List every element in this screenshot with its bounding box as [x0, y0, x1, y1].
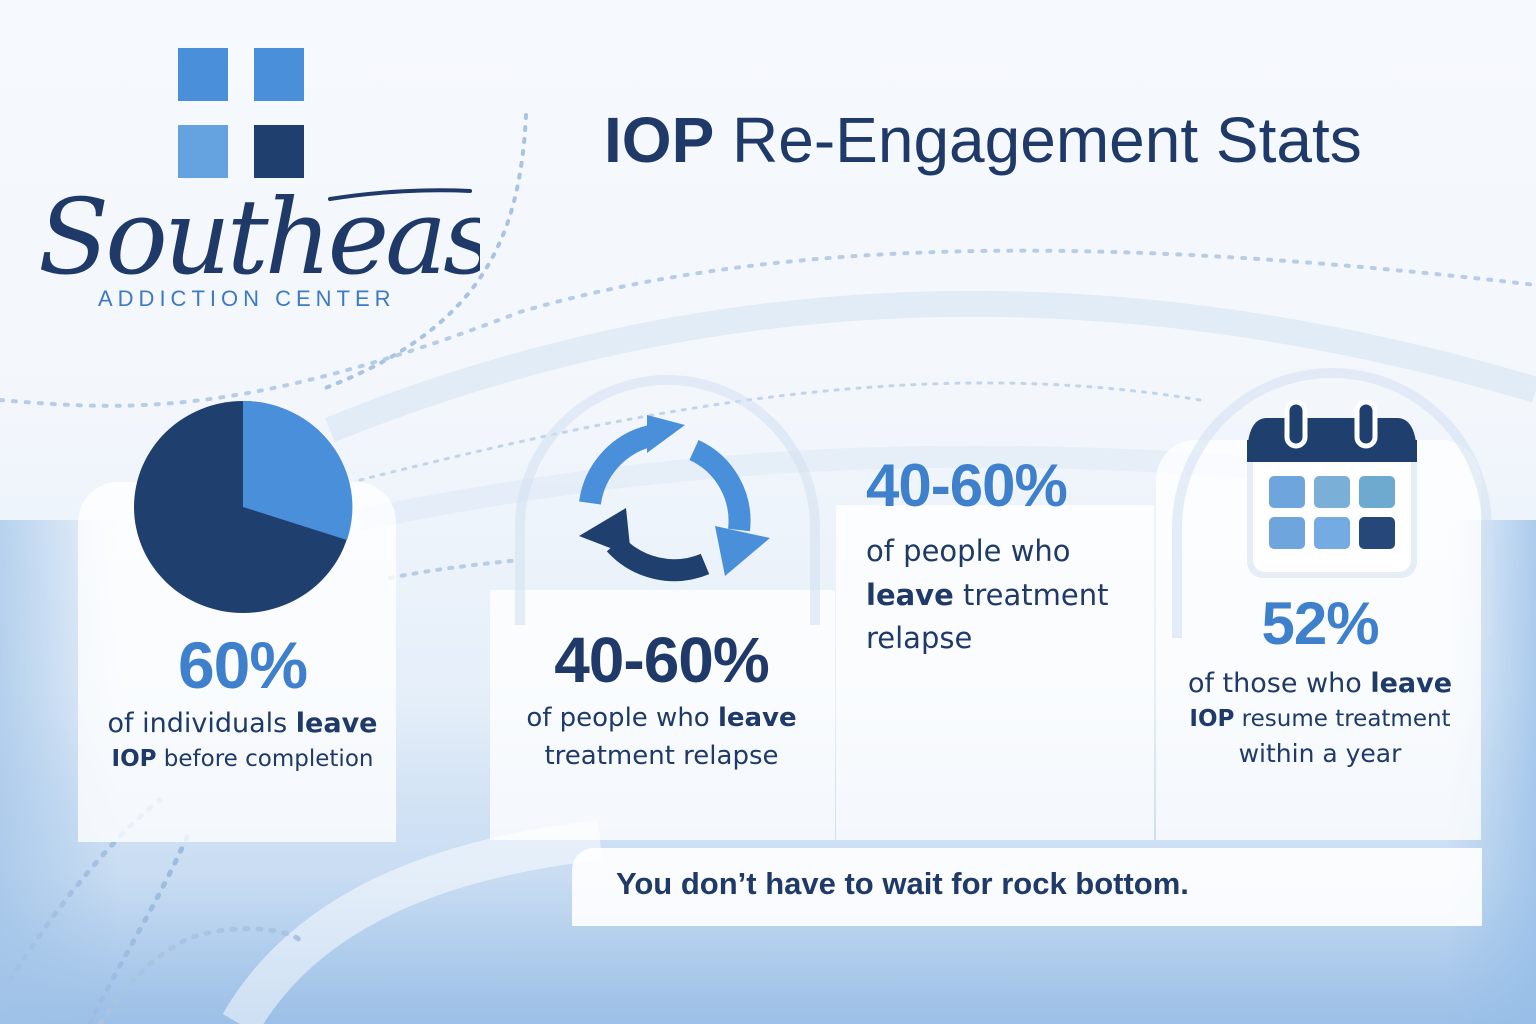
- stat-value: 40-60%: [554, 624, 770, 696]
- stat-description: of people who leave: [494, 700, 829, 738]
- stat-text-bold: leave: [717, 703, 797, 733]
- stat-description-line2: IOP before completion: [80, 743, 405, 776]
- stat-text: before completion: [156, 746, 374, 773]
- stat-value: 60%: [177, 628, 308, 702]
- tagline: You don’t have to wait for rock bottom.: [616, 866, 1189, 901]
- stat-text-bold: IOP: [1189, 706, 1235, 733]
- stat-text-bold: leave: [1370, 668, 1453, 699]
- stat-card-4: 52% of those who leave IOP resume treatm…: [1160, 594, 1480, 773]
- stat-text-bold: leave: [866, 577, 954, 612]
- title-bold: IOP: [604, 104, 715, 176]
- stat-text: of people who: [526, 703, 718, 733]
- stat-text: of those who: [1187, 668, 1371, 699]
- stat-description-line2: IOP resume treatment: [1160, 703, 1480, 736]
- stat-description: of those who leave: [1160, 664, 1480, 703]
- stat-value: 52%: [1261, 590, 1379, 657]
- stat-text: of individuals: [107, 708, 296, 739]
- logo-squares-icon: [178, 48, 308, 178]
- stat-card-2: 40-60% of people who leave treatment rel…: [494, 628, 829, 775]
- stat-text-bold: IOP: [111, 746, 157, 773]
- logo-subtitle: ADDICTION CENTER: [98, 286, 396, 311]
- stat-card-3: 40-60% of people who leave treatment rel…: [866, 456, 1156, 661]
- stat-description: of individuals leave: [80, 704, 405, 743]
- stat-card-1: 60% of individuals leave IOP before comp…: [80, 632, 405, 776]
- logo-square: [254, 48, 304, 101]
- stat-text: resume treatment: [1234, 706, 1451, 733]
- stat-text-bold: leave: [295, 708, 378, 739]
- page-title: IOP Re-Engagement Stats: [604, 108, 1362, 172]
- icon-arch-frame: [515, 375, 820, 625]
- logo-square: [178, 125, 228, 178]
- svg-text:Southeast: Southeast: [38, 176, 480, 298]
- stat-value: 40-60%: [866, 452, 1068, 519]
- stat-description-line3: relapse: [866, 621, 973, 655]
- pie-chart-icon: [134, 400, 353, 613]
- card-background: [490, 590, 835, 840]
- stat-description-line3: within a year: [1238, 739, 1402, 769]
- stat-description-line2: leave treatment: [866, 574, 1156, 618]
- stat-description: of people who: [866, 534, 1071, 568]
- title-rest: Re-Engagement Stats: [732, 104, 1362, 176]
- icon-arch-frame: [1172, 368, 1492, 638]
- brand-logo: Southeast ADDICTION CENTER: [30, 40, 480, 330]
- logo-square: [178, 48, 228, 101]
- card-background: [836, 505, 1154, 840]
- tagline-banner: [572, 848, 1482, 926]
- stat-description-line2: treatment relapse: [544, 740, 779, 771]
- stat-text: treatment: [953, 577, 1109, 612]
- cycle-arrows-icon: [579, 415, 770, 582]
- logo-script-wordmark: Southeast: [38, 176, 480, 298]
- logo-square: [254, 125, 304, 178]
- calendar-icon: [1247, 400, 1417, 578]
